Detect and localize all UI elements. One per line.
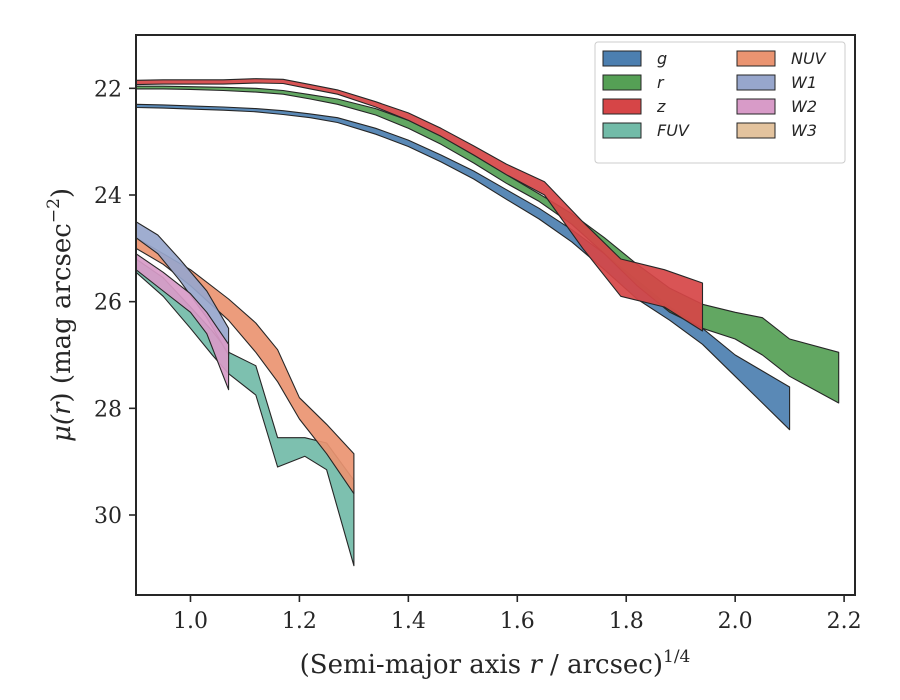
x-tick-label: 1.6 — [500, 609, 535, 634]
x-tick-label: 1.2 — [282, 609, 317, 634]
legend-frame — [594, 41, 846, 164]
series-band-g — [136, 103, 791, 431]
series-band-r — [136, 85, 840, 404]
legend-label-w2: W2 — [791, 97, 817, 116]
legend-swatch-w3 — [736, 122, 776, 139]
series-band-w2 — [136, 253, 230, 391]
legend-label-w1: W1 — [791, 73, 817, 92]
plot-frame — [135, 34, 856, 596]
legend-label-nuv: NUV — [791, 49, 827, 68]
legend-swatch-g — [602, 50, 642, 67]
x-tick-label: 1.8 — [609, 609, 644, 634]
y-tick-label: 26 — [94, 291, 122, 316]
y-tick-label: 28 — [94, 397, 122, 422]
legend-swatch-w2 — [736, 98, 776, 115]
y-tick-label: 22 — [94, 77, 122, 102]
series-layer — [136, 78, 840, 567]
x-tick-label: 2.0 — [718, 609, 753, 634]
x-axis-ticks: 1.0 1.2 1.4 1.6 1.8 2.0 2.2 — [173, 595, 862, 634]
x-tick-label: 1.0 — [173, 609, 208, 634]
legend-label-fuv: FUV — [657, 121, 690, 140]
legend-swatch-nuv — [736, 50, 776, 67]
legend-label-z: z — [656, 97, 666, 116]
y-axis-label: μ(r) (mag arcsec−2) — [44, 188, 77, 442]
legend-swatch-r — [602, 74, 642, 91]
x-axis-label: (Semi-major axis r / arcsec)1/4 — [300, 647, 691, 680]
legend-swatch-fuv — [602, 122, 642, 139]
legend-label-w3: W3 — [791, 121, 817, 140]
y-tick-label: 30 — [94, 504, 122, 529]
series-band-z — [136, 78, 704, 332]
legend-label-r: r — [657, 73, 665, 92]
legend-swatch-w1 — [736, 74, 776, 91]
y-axis-ticks: 22 24 26 28 30 — [94, 77, 136, 529]
x-tick-label: 1.4 — [391, 609, 426, 634]
legend: grz FUV NUV W1 W2 W3 — [594, 41, 846, 164]
x-tick-label: 2.2 — [827, 609, 862, 634]
legend-swatch-z — [602, 98, 642, 115]
legend-label-g: g — [657, 49, 667, 68]
y-tick-label: 24 — [94, 184, 122, 209]
